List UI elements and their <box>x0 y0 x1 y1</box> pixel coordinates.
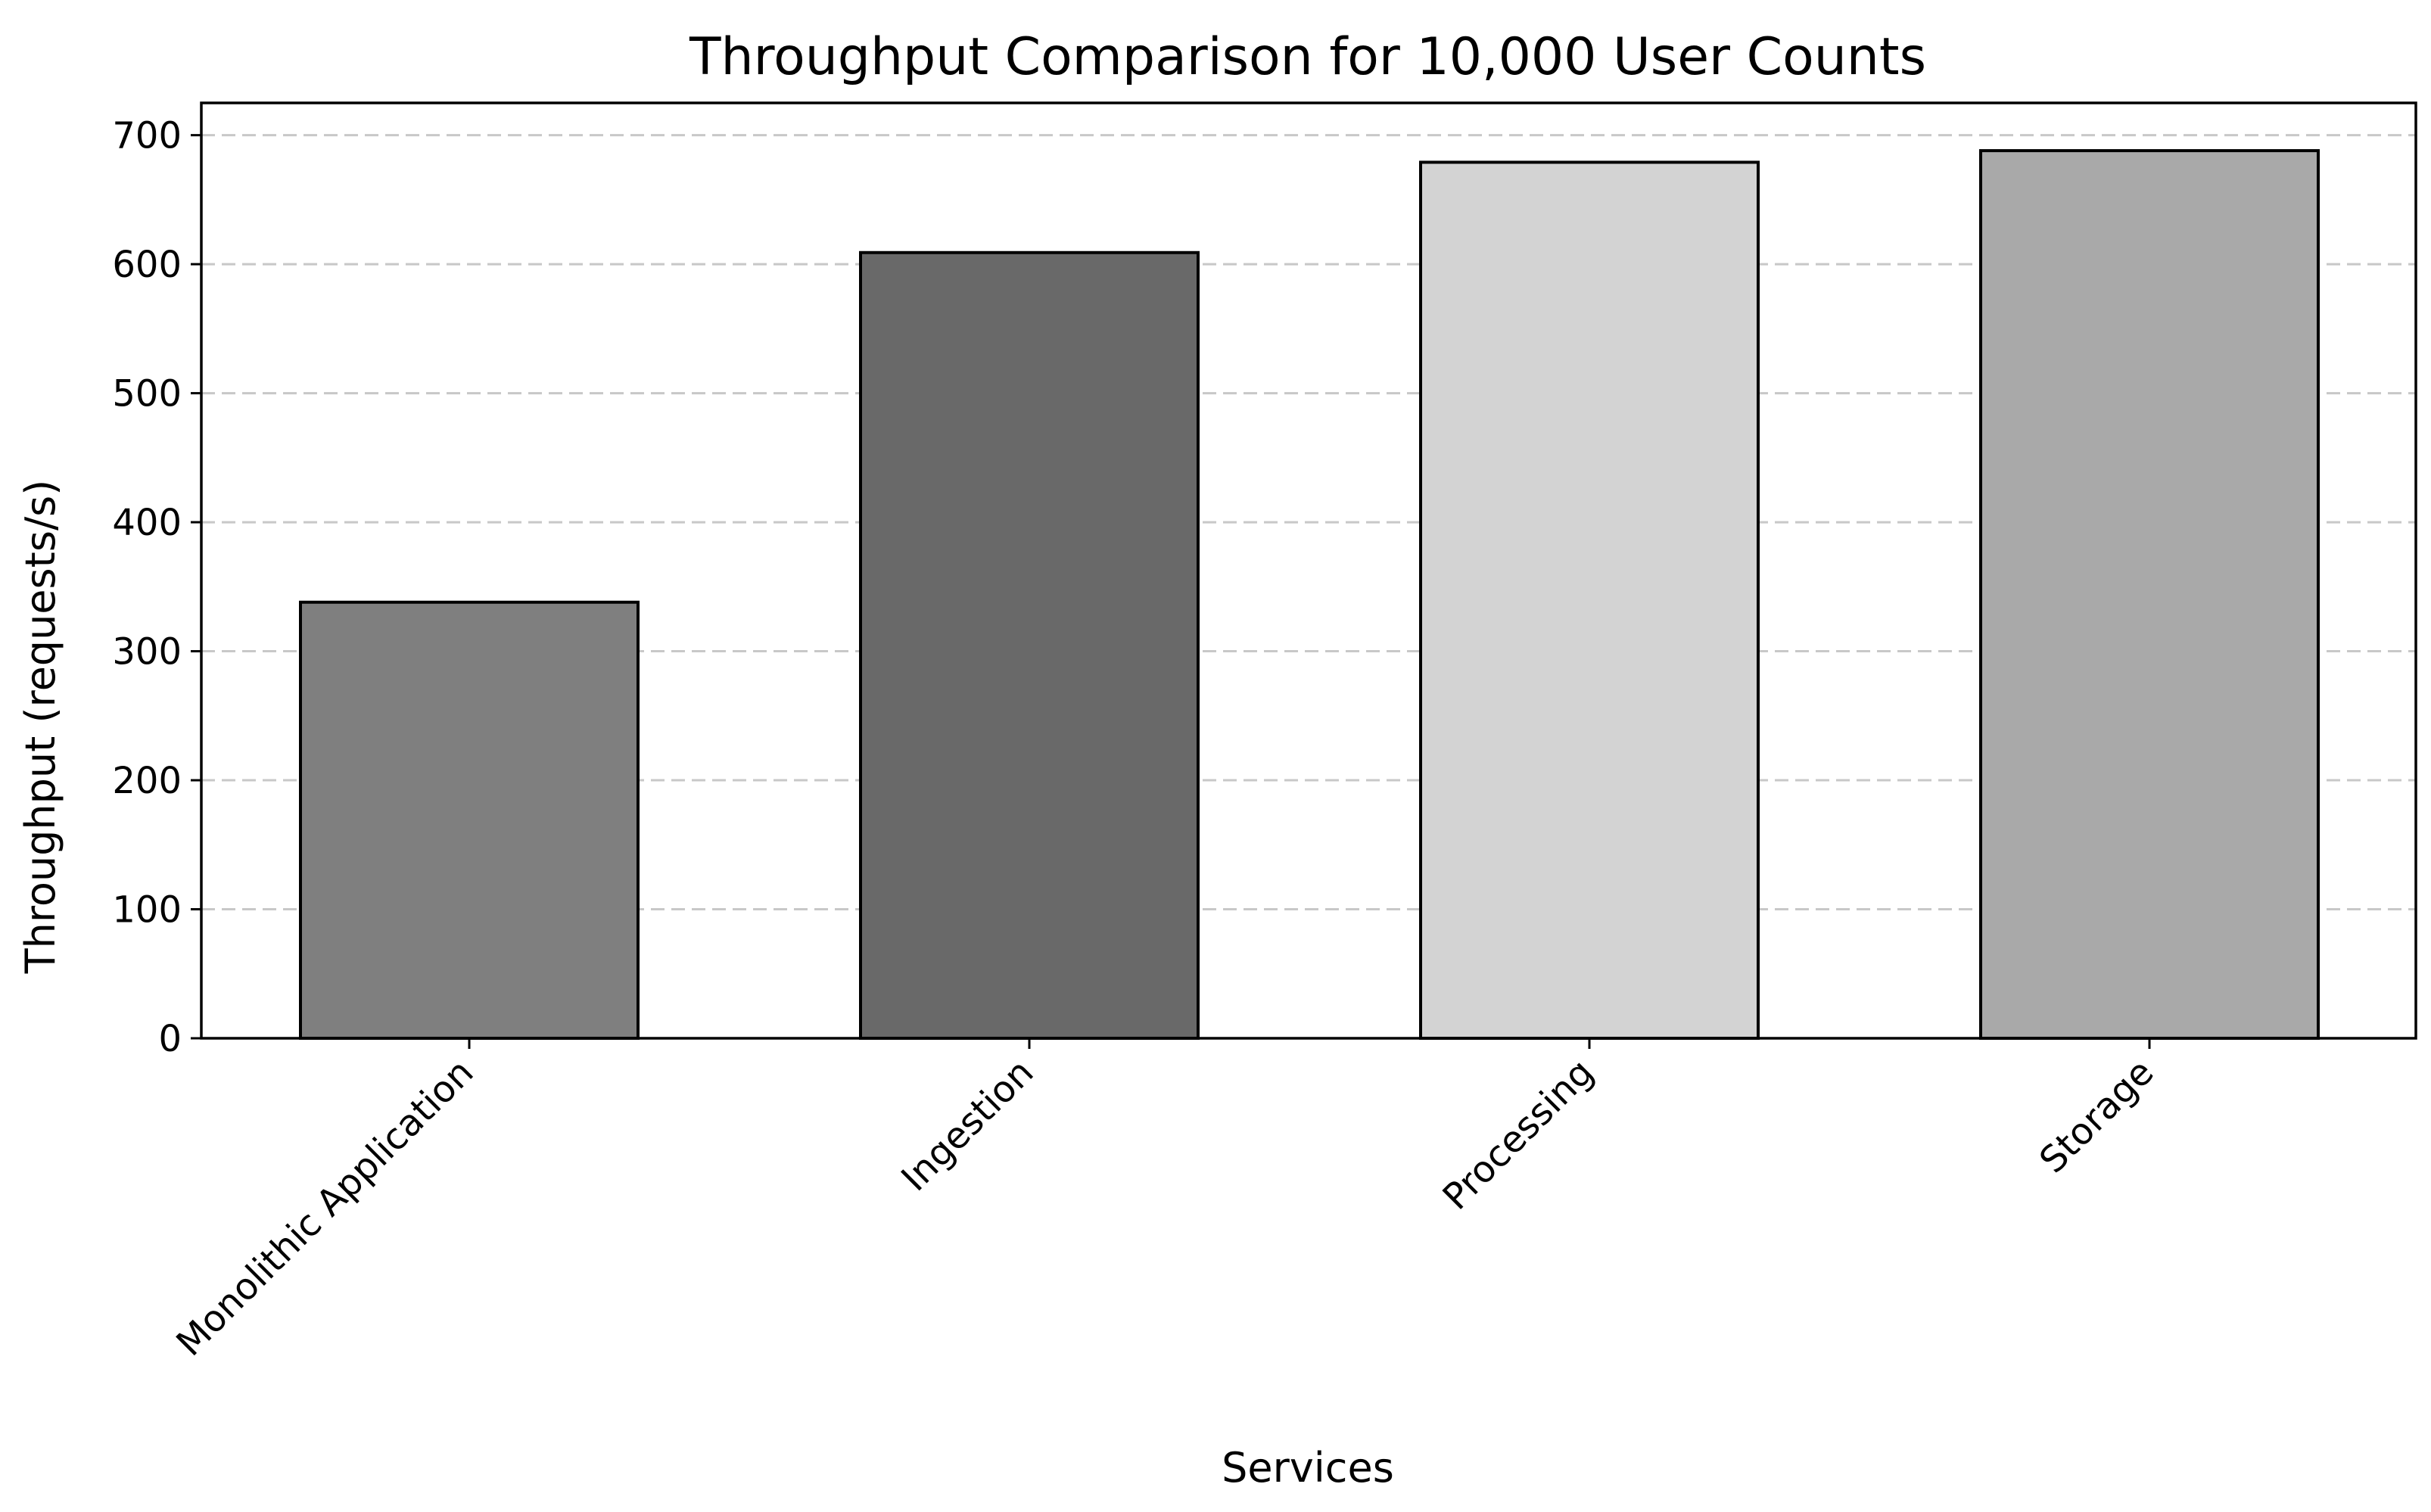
y-tick-label-200: 200 <box>112 760 182 802</box>
bar-ingestion <box>859 250 1200 1040</box>
y-tick-label-700: 700 <box>112 115 182 157</box>
y-tick-label-400: 400 <box>112 502 182 544</box>
y-tick-label-500: 500 <box>112 373 182 415</box>
y-axis-ticks: 0 100 200 300 400 500 600 700 <box>112 115 201 1060</box>
y-tick-label-300: 300 <box>112 631 182 674</box>
y-tick-label-100: 100 <box>112 889 182 932</box>
y-tick-label-0: 0 <box>158 1018 182 1060</box>
y-axis-label: Throughput (requests/s) <box>17 480 64 975</box>
y-tick-label-600: 600 <box>112 244 182 286</box>
chart-title: Throughput Comparison for 10,000 User Co… <box>689 27 1926 87</box>
bar-monolithic-application <box>299 600 640 1040</box>
bar-processing <box>1419 160 1760 1040</box>
x-axis-label: Services <box>1222 1444 1394 1492</box>
bar-storage <box>1979 149 2320 1040</box>
plot-area-frame <box>200 101 2417 1040</box>
bars <box>299 149 2320 1040</box>
